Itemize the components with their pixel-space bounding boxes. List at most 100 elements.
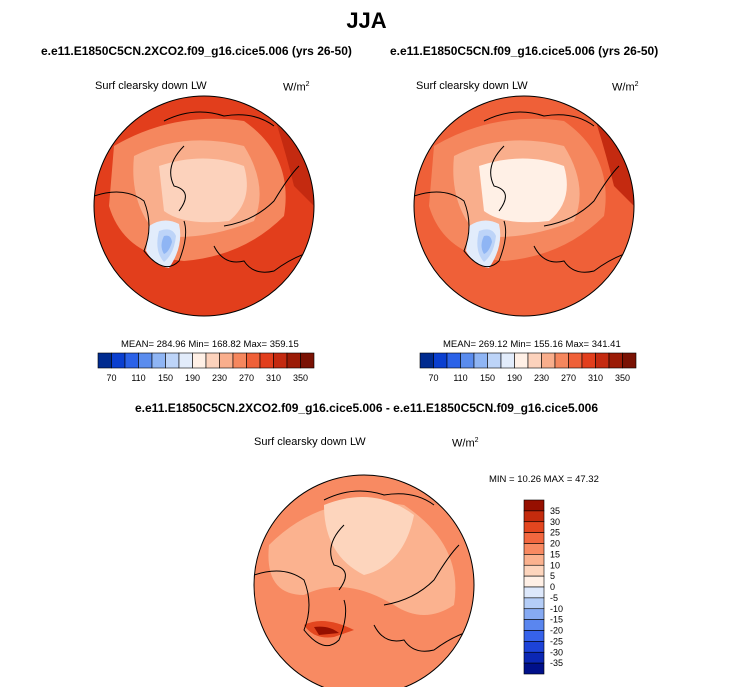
panel-3-stats: MIN = 10.26 MAX = 47.32 <box>489 474 599 485</box>
panel-2-max: 341.41 <box>591 339 621 350</box>
colorbar-swatch <box>192 352 207 369</box>
colorbar-tick-label: -20 <box>550 626 563 636</box>
colorbar-swatch <box>523 564 545 577</box>
colorbar-tick-label: 70 <box>106 373 116 383</box>
colorbar-swatch <box>523 651 545 664</box>
colorbar-swatch <box>595 352 610 369</box>
colorbar-swatch <box>124 352 139 369</box>
panel-3-max: 47.32 <box>575 474 599 485</box>
panel-2-map-border <box>413 95 635 317</box>
colorbar-swatch <box>419 352 434 369</box>
colorbar-swatch <box>514 352 529 369</box>
panel-1-max: 359.15 <box>269 339 299 350</box>
colorbar-swatch <box>178 352 193 369</box>
colorbar-tick-label: 110 <box>131 373 145 383</box>
colorbar-swatch <box>523 532 545 544</box>
colorbar-swatch <box>568 352 583 369</box>
colorbar-tick-label: -10 <box>550 604 563 614</box>
colorbar-tick-label: 150 <box>480 373 495 383</box>
panel-2-max-label: Max= <box>565 339 590 350</box>
colorbar-swatch <box>527 352 542 369</box>
colorbar-swatch <box>523 586 545 599</box>
colorbar-swatch <box>523 499 545 512</box>
colorbar-tick-label: 150 <box>158 373 173 383</box>
colorbar-tick-label: 10 <box>550 560 560 570</box>
panel-1-variable: Surf clearsky down LW <box>95 80 207 92</box>
colorbar-swatch <box>446 352 461 369</box>
colorbar-tick-label: 20 <box>550 539 560 549</box>
colorbar-swatch <box>523 521 545 533</box>
colorbar-swatch <box>97 352 112 369</box>
colorbar-swatch <box>523 608 545 620</box>
panel-2-min: 155.16 <box>533 339 563 350</box>
panel-3-min-label: MIN = <box>489 474 515 485</box>
panel-1-colorbar: 70 110 150 190 230 270 310 350 <box>97 352 315 383</box>
panel-1-mean-label: MEAN= <box>121 339 154 350</box>
colorbar-tick-label: -25 <box>550 636 563 646</box>
panel-1-min-label: Min= <box>188 339 210 350</box>
colorbar-swatch <box>232 352 247 369</box>
colorbar-swatch <box>151 352 166 369</box>
colorbar-swatch <box>300 352 315 369</box>
colorbar-tick-label: 350 <box>615 373 630 383</box>
panel-3-coastline <box>254 490 474 652</box>
colorbar-swatch <box>523 662 545 675</box>
colorbar-tick-label: 15 <box>550 549 560 559</box>
panel-2-title: e.e11.E1850C5CN.f09_g16.cice5.006 (yrs 2… <box>390 44 659 58</box>
colorbar-swatch <box>487 352 502 369</box>
colorbar-swatch <box>111 352 126 369</box>
colorbar-swatch <box>523 619 545 631</box>
colorbar-tick-label: 230 <box>534 373 549 383</box>
colorbar-swatch <box>138 352 153 369</box>
colorbar-tick-label: 270 <box>239 373 254 383</box>
colorbar-swatch <box>433 352 448 369</box>
panel-1-map <box>93 95 315 317</box>
panel-3-title: e.e11.E1850C5CN.2XCO2.f09_g16.cice5.006 … <box>135 401 598 415</box>
panel-2-coastline <box>414 111 634 273</box>
panel-2-min-label: Min= <box>510 339 532 350</box>
panel-3-variable: Surf clearsky down LW <box>254 436 366 448</box>
colorbar-swatch <box>523 554 545 566</box>
panel-3-map-border <box>253 474 475 687</box>
colorbar-tick-label: 25 <box>550 528 560 538</box>
colorbar-tick-label: -5 <box>550 593 558 603</box>
colorbar-swatch <box>541 352 556 369</box>
colorbar-tick-label: 110 <box>453 373 467 383</box>
colorbar-swatch <box>554 352 569 369</box>
panel-2-units: W/m2 <box>612 81 639 94</box>
colorbar-swatch <box>219 352 234 369</box>
colorbar-swatch <box>273 352 288 369</box>
panel-2-variable: Surf clearsky down LW <box>416 80 528 92</box>
panel-2-mean-label: MEAN= <box>443 339 476 350</box>
panel-3-map <box>253 474 475 687</box>
panel-2-stats: MEAN= 269.12 Min= 155.16 Max= 341.41 <box>443 339 621 350</box>
colorbar-tick-label: -30 <box>550 647 563 657</box>
colorbar-swatch <box>523 575 545 588</box>
colorbar-tick-label: 30 <box>550 517 560 527</box>
colorbar-swatch <box>608 352 623 369</box>
colorbar-swatch <box>523 641 545 653</box>
colorbar-swatch <box>246 352 261 369</box>
panel-2-map <box>413 95 635 317</box>
colorbar-swatch <box>523 597 545 610</box>
colorbar-swatch <box>523 510 545 523</box>
colorbar-tick-label: 310 <box>266 373 281 383</box>
colorbar-swatch <box>523 543 545 555</box>
panel-1-coastline <box>94 111 314 273</box>
colorbar-swatch <box>523 630 545 642</box>
colorbar-swatch <box>622 352 637 369</box>
panel-1-max-label: Max= <box>243 339 268 350</box>
colorbar-tick-label: 35 <box>550 506 560 516</box>
panel-1-units: W/m2 <box>283 81 310 94</box>
panel-3-units: W/m2 <box>452 437 479 450</box>
colorbar-swatch <box>460 352 475 369</box>
colorbar-swatch <box>473 352 488 369</box>
panel-1-mean: 284.96 <box>156 339 186 350</box>
panel-1-title: e.e11.E1850C5CN.2XCO2.f09_g16.cice5.006 … <box>41 44 352 58</box>
panel-2-colorbar: 70 110 150 190 230 270 310 350 <box>419 352 637 383</box>
panel-1-map-border <box>93 95 315 317</box>
colorbar-tick-label: 190 <box>507 373 522 383</box>
